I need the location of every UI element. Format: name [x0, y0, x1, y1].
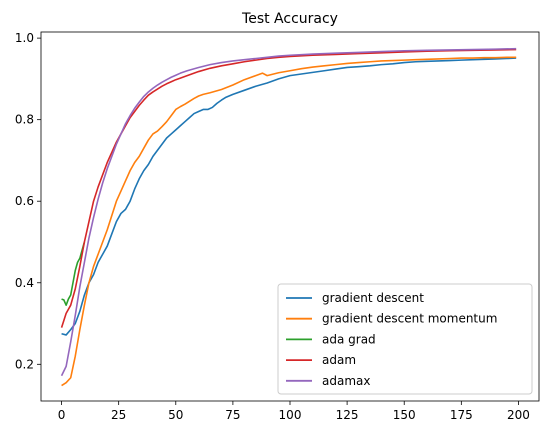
- x-tick-label: 125: [336, 408, 359, 422]
- x-tick-label: 100: [279, 408, 302, 422]
- x-tick-label: 200: [507, 408, 530, 422]
- legend-label: adamax: [322, 374, 370, 388]
- series-line-1: [61, 57, 517, 336]
- x-tick-label: 0: [58, 408, 66, 422]
- series-line-3: [61, 241, 86, 306]
- y-tick-label: 0.8: [15, 113, 34, 127]
- x-tick-label: 25: [111, 408, 126, 422]
- y-axis: 0.2 0.4 0.6 0.8 1.0: [15, 31, 41, 371]
- x-tick-label: 175: [450, 408, 473, 422]
- series-line-4: [60, 48, 517, 328]
- y-tick-label: 1.0: [15, 31, 34, 45]
- x-axis: 0 25 50 75 100 125 150 175 200: [58, 401, 530, 422]
- x-tick-label: 75: [225, 408, 240, 422]
- y-tick-label: 0.4: [15, 276, 34, 290]
- y-tick-label: 0.2: [15, 357, 34, 371]
- legend-label: ada grad: [322, 332, 376, 346]
- legend-label: gradient descent momentum: [322, 312, 497, 326]
- legend: gradient descent gradient descent momentu…: [277, 283, 533, 395]
- x-tick-label: 150: [393, 408, 416, 422]
- chart-title: Test Accuracy: [241, 11, 338, 27]
- legend-label: adam: [322, 353, 356, 367]
- series-line-2: [61, 56, 517, 387]
- y-tick-label: 0.6: [15, 194, 34, 208]
- series-line-5: [60, 47, 517, 377]
- legend-label: gradient descent: [322, 291, 424, 305]
- x-tick-label: 50: [168, 408, 183, 422]
- legend-box: [277, 283, 533, 395]
